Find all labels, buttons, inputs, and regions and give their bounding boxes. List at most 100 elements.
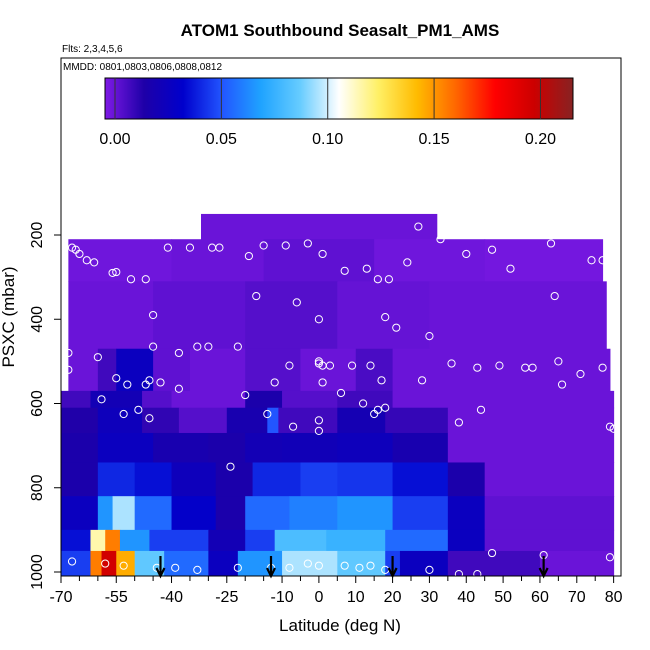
- field-cell: [282, 390, 338, 409]
- sample-point: [119, 561, 128, 570]
- sample-point: [347, 361, 357, 370]
- sample-point: [609, 424, 618, 433]
- x-tick-label: -40: [160, 589, 183, 606]
- sample-point: [377, 376, 386, 385]
- sample-point: [97, 395, 106, 404]
- x-tick-label: 20: [384, 589, 402, 606]
- sample-point: [112, 374, 121, 383]
- sample-point: [436, 235, 445, 244]
- sample-point: [281, 241, 290, 250]
- sample-point: [270, 378, 279, 387]
- field-cell: [337, 281, 430, 350]
- sample-point: [149, 310, 158, 320]
- y-axis: 200 400 600 800 1000: [29, 222, 61, 590]
- field-cell: [164, 550, 209, 576]
- field-cell: [215, 462, 254, 497]
- field-cell: [61, 496, 99, 531]
- sample-point: [101, 559, 110, 568]
- field-cell: [61, 432, 99, 463]
- sample-point: [75, 249, 84, 259]
- sample-point: [259, 241, 268, 250]
- sample-point: [123, 380, 132, 389]
- sample-point: [67, 557, 77, 566]
- field-cell: [278, 407, 338, 434]
- sample-point: [425, 565, 434, 574]
- field-cell: [97, 496, 114, 531]
- field-cell: [68, 348, 99, 392]
- y-tick-label: 200: [29, 222, 46, 249]
- sample-point: [340, 266, 349, 275]
- field-cell: [134, 462, 173, 497]
- sample-point: [171, 563, 180, 572]
- field-cell: [97, 348, 117, 392]
- x-tick-label: 10: [347, 589, 365, 606]
- flights-note: Flts: 2,3,4,5,6: [62, 44, 123, 55]
- sample-point: [550, 291, 559, 301]
- sample-point: [252, 291, 261, 301]
- field-cell: [61, 407, 99, 434]
- field-cell: [484, 496, 615, 531]
- field-cell: [447, 407, 615, 434]
- field-cell: [178, 407, 228, 434]
- y-tick-label: 1000: [29, 554, 46, 590]
- sample-point: [359, 399, 368, 408]
- field-cell: [97, 407, 143, 434]
- field-cell: [112, 496, 136, 531]
- field-cell: [399, 550, 449, 576]
- sample-point: [557, 380, 567, 389]
- sample-point: [314, 426, 323, 435]
- field-cell: [245, 348, 301, 392]
- sample-point: [487, 548, 497, 558]
- sample-point: [366, 361, 375, 370]
- sample-point: [473, 363, 482, 372]
- sample-point: [392, 323, 401, 332]
- sample-point: [215, 243, 224, 252]
- field-cell: [142, 390, 173, 409]
- x-axis: -70 -55 -40 -25 -10 0 10 20 30 40 50 60 70 80: [49, 575, 623, 606]
- sample-point: [241, 390, 250, 400]
- sample-point: [447, 359, 456, 368]
- field-cell: [245, 432, 283, 463]
- sample-point: [64, 365, 73, 374]
- field-cell: [171, 462, 217, 497]
- field-cell: [142, 407, 180, 434]
- sample-point: [163, 243, 172, 252]
- y-axis-label: PSXC (mbar): [0, 266, 18, 367]
- colorbar-tick-label: 0.20: [525, 131, 556, 148]
- field-cell: [90, 550, 103, 576]
- sample-point: [414, 222, 423, 231]
- field-cell: [208, 432, 246, 463]
- field-cell: [90, 529, 106, 552]
- field-cell: [447, 550, 541, 576]
- field-cell: [282, 550, 338, 576]
- sample-point: [90, 258, 99, 267]
- sample-point: [174, 348, 183, 358]
- sample-point: [174, 384, 183, 393]
- sample-point: [303, 239, 312, 248]
- field-cell: [119, 529, 150, 552]
- sample-point: [204, 342, 213, 351]
- x-axis-label: Latitude (deg N): [279, 616, 401, 635]
- field-cell: [116, 550, 136, 576]
- field-cell: [447, 496, 486, 531]
- sample-point: [454, 418, 463, 427]
- sample-points: [64, 222, 618, 576]
- sample-point: [528, 363, 537, 372]
- field-cell: [245, 496, 290, 531]
- field-cell: [149, 529, 209, 552]
- field-cell: [105, 529, 121, 552]
- field-cell: [337, 462, 394, 497]
- field-cell: [484, 462, 615, 497]
- field-cell: [337, 496, 394, 531]
- sample-point: [141, 275, 150, 284]
- field-cell: [282, 432, 338, 463]
- sample-point: [495, 361, 504, 370]
- field-cell: [153, 281, 246, 350]
- field-cell: [245, 281, 338, 350]
- x-tick-label: -70: [49, 589, 72, 606]
- sample-point: [193, 565, 202, 574]
- field-cell: [116, 348, 154, 392]
- sample-point: [403, 258, 412, 267]
- x-tick-label: 70: [568, 589, 586, 606]
- field-cell: [171, 390, 246, 409]
